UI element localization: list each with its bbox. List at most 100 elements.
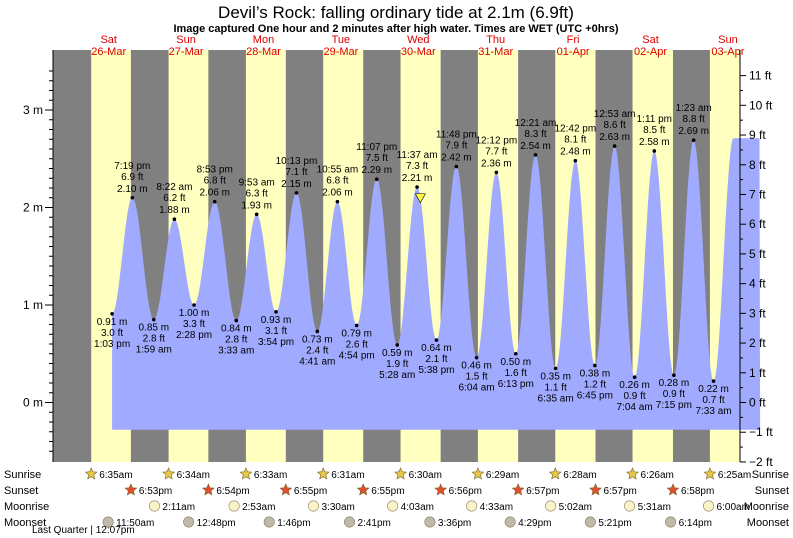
- tide-point: [274, 310, 278, 314]
- tide-point: [434, 338, 439, 342]
- moonrise-time: 4:03am: [401, 502, 434, 513]
- tide-ft: 1.5 ft: [465, 372, 487, 383]
- tide-point: [354, 323, 359, 328]
- sun-star-icon: [703, 467, 717, 480]
- sunrise-time: 6:25am: [718, 470, 751, 481]
- right-tick-label: 7 ft: [749, 187, 766, 201]
- moon-icon: [424, 516, 436, 528]
- row-label-right-sunset: Sunset: [755, 485, 789, 497]
- tide-point: [593, 363, 597, 368]
- tide-time: 1:11 pm: [637, 114, 672, 125]
- tide-point: [395, 343, 400, 347]
- day-date-8: 03-Apr: [711, 46, 744, 58]
- tide-area-path: [112, 138, 761, 430]
- sunrise-time: 6:35am: [99, 470, 132, 481]
- tide-time: 8:22 am: [156, 182, 192, 193]
- tide-point: [553, 366, 558, 371]
- tide-m: 0.59 m: [382, 348, 413, 359]
- moonrise-time: 5:31am: [638, 502, 671, 513]
- tide-m: 1.88 m: [159, 205, 190, 216]
- tide-ft: 1.1 ft: [544, 382, 566, 393]
- right-tick-label: 1 ft: [749, 366, 766, 380]
- sun-star-icon: [626, 467, 639, 480]
- right-tick-label: 11 ft: [749, 69, 772, 83]
- tide-ft: 7.3 ft: [406, 161, 428, 172]
- sun-star-icon: [279, 483, 293, 496]
- moon-icon: [183, 516, 195, 528]
- astronomy-rows: Sunrise Sunrise 6:35am 6:34am 6:33am 6:31am 6:…: [4, 467, 789, 536]
- moon-icon: [228, 500, 240, 512]
- tide-ft: 6.9 ft: [121, 172, 143, 183]
- tide-point: [151, 317, 156, 322]
- tide-m: 2.63 m: [599, 132, 630, 143]
- sunset-time: 6:56pm: [449, 486, 482, 497]
- day-name-3: Tue: [332, 34, 351, 46]
- day-name-2: Mon: [253, 34, 274, 46]
- tide-m: 0.93 m: [261, 315, 292, 326]
- sunrise-time: 6:26am: [641, 470, 674, 481]
- sun-star-icon: [356, 483, 370, 496]
- right-tick-label: 5 ft: [749, 247, 766, 261]
- tide-point: [691, 138, 696, 143]
- sun-star-icon: [201, 483, 215, 496]
- moon-icon: [703, 500, 715, 512]
- sunset-time: 6:57pm: [526, 486, 559, 497]
- row-label-right-moonset: Moonset: [747, 517, 789, 529]
- moonrise-time: 5:02am: [559, 502, 592, 513]
- tide-ft: 8.5 ft: [643, 125, 665, 136]
- tide-point: [234, 318, 239, 323]
- tide-ft: 6.3 ft: [246, 188, 268, 199]
- chart-subtitle: Image captured One hour and 2 minutes af…: [173, 23, 618, 35]
- row-label-sunrise: Sunrise: [4, 469, 41, 481]
- tide-point: [192, 303, 196, 307]
- row-label-moonset: Moonset: [4, 517, 46, 529]
- tide-time: 5:38 pm: [418, 365, 454, 376]
- tide-time: 11:37 am: [397, 150, 438, 161]
- moonrise-time: 6:00am: [717, 502, 750, 513]
- tide-m: 2.36 m: [481, 158, 512, 169]
- tide-ft: 8.8 ft: [683, 114, 705, 125]
- tide-point: [454, 164, 459, 169]
- day-name-1: Sun: [176, 34, 196, 46]
- right-tick-label: 6 ft: [749, 217, 766, 231]
- sunset-time: 6:53pm: [139, 486, 172, 497]
- sun-star-icon: [162, 467, 176, 480]
- right-tick-label: 4 ft: [749, 277, 766, 291]
- moonrise-time: 3:30am: [321, 502, 354, 513]
- right-tick-label: 10 ft: [749, 98, 773, 112]
- moonset-time: 4:29pm: [518, 518, 551, 529]
- tide-ft: 6.2 ft: [163, 193, 185, 204]
- tide-ft: 8.3 ft: [524, 129, 546, 140]
- day-date-2: 28-Mar: [246, 46, 281, 58]
- tide-m: 0.26 m: [619, 380, 650, 391]
- tide-point: [172, 217, 177, 221]
- left-tick-label: 0 m: [23, 396, 43, 410]
- tide-m: 2.42 m: [441, 153, 472, 164]
- right-tick-label: 9 ft: [749, 128, 766, 142]
- day-labels: Sat26-MarSun27-MarMon28-MarTue29-MarWed3…: [91, 34, 744, 58]
- day-date-4: 30-Mar: [401, 46, 436, 58]
- moonset-time: 6:14pm: [679, 518, 712, 529]
- moon-icon: [148, 500, 160, 512]
- sunrise-time: 6:33am: [254, 470, 287, 481]
- tide-point: [335, 199, 340, 204]
- day-date-3: 29-Mar: [323, 46, 358, 58]
- right-tick-label: −2 ft: [749, 455, 773, 469]
- tide-m: 0.50 m: [500, 357, 531, 368]
- tide-time: 1:03 pm: [94, 339, 130, 350]
- tide-point: [513, 351, 518, 356]
- tide-m: 2.58 m: [639, 137, 670, 148]
- right-tick-label: −1 ft: [749, 425, 773, 439]
- moon-icon: [504, 516, 516, 528]
- tide-m: 0.84 m: [221, 324, 252, 335]
- tide-time: 3:33 am: [218, 346, 254, 357]
- right-tick-label: 0 ft: [749, 396, 766, 410]
- sunset-time: 6:58pm: [681, 486, 714, 497]
- tide-ft: 2.4 ft: [306, 345, 328, 356]
- day-name-0: Sat: [100, 34, 117, 46]
- row-label-sunset: Sunset: [4, 485, 38, 497]
- sunrise-time: 6:28am: [563, 470, 596, 481]
- tide-point: [711, 379, 716, 383]
- tide-ft: 0.9 ft: [663, 389, 685, 400]
